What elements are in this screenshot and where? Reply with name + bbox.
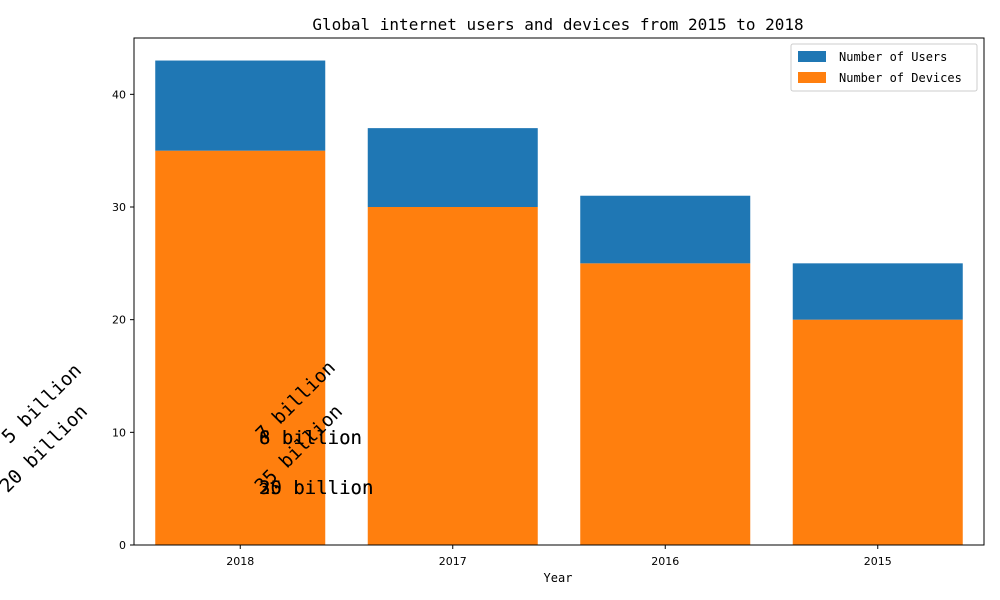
legend-swatch-users <box>798 51 826 62</box>
x-axis: 2018 2017 2016 2015 <box>226 545 892 568</box>
y-tick-label: 40 <box>112 88 126 101</box>
value-annotation: 25 billion <box>259 477 373 499</box>
legend-frame <box>790 43 978 92</box>
y-tick-label: 20 <box>112 314 126 327</box>
x-tick-label: 2016 <box>651 555 679 568</box>
bar-devices-2018 <box>155 150 326 545</box>
bar-users-2015 <box>792 263 963 320</box>
x-tick-label: 2017 <box>439 555 467 568</box>
x-tick-label: 2015 <box>864 555 892 568</box>
bar-devices-2017 <box>367 207 538 545</box>
y-tick-label: 0 <box>119 539 126 552</box>
chart-title: Global internet users and devices from 2… <box>312 15 803 34</box>
value-annotation: 6 billion <box>259 427 362 449</box>
bar-users-2016 <box>580 195 751 264</box>
y-tick-label: 30 <box>112 201 126 214</box>
legend: Number of Users Number of Devices <box>790 43 978 92</box>
plot-area-frame <box>133 37 985 546</box>
y-tick-label: 10 <box>112 426 126 439</box>
value-annotation: 8 billion <box>259 427 362 449</box>
bar-users-2018 <box>155 60 326 151</box>
x-tick-label: 2018 <box>226 555 254 568</box>
legend-label-users: Number of Users <box>839 50 947 64</box>
bar-devices-2015 <box>792 319 963 545</box>
bar-users-2017 <box>367 128 538 207</box>
x-axis-label: Year <box>544 571 573 585</box>
y-axis: 0 10 20 30 40 <box>112 88 134 552</box>
value-annotation: 30 billion <box>259 477 373 499</box>
legend-label-devices: Number of Devices <box>839 71 962 85</box>
bars-layer <box>155 60 963 545</box>
bar-devices-2016 <box>580 263 751 545</box>
legend-swatch-devices <box>798 72 826 83</box>
